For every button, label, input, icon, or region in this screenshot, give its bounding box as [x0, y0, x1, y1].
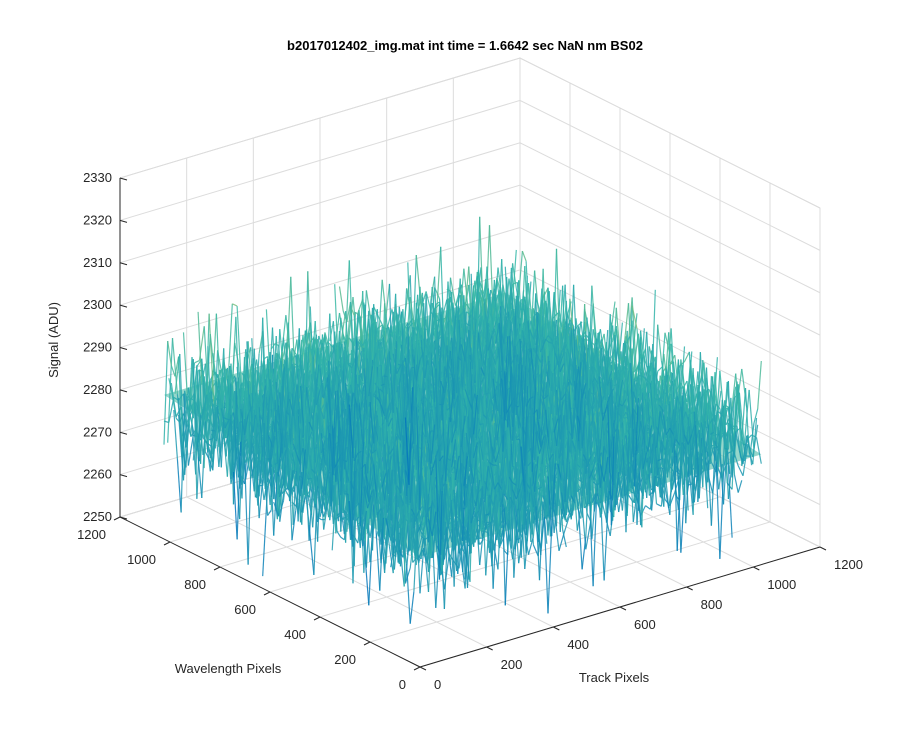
- surface-segment: [273, 501, 280, 517]
- surface-segment: [354, 311, 361, 318]
- surface-segment: [398, 540, 405, 587]
- surface-segment: [683, 351, 690, 362]
- surface-segment: [232, 303, 238, 307]
- surface-segment: [558, 533, 565, 551]
- surface-segment: [167, 338, 174, 443]
- surface-mesh: [163, 216, 762, 624]
- surface-segment: [737, 465, 744, 477]
- grid-line-z: [119, 57, 821, 209]
- surface-segment: [631, 305, 638, 329]
- surface-segment: [645, 505, 651, 510]
- grid-line-z: [119, 184, 821, 336]
- surface-segment: [365, 290, 372, 322]
- surface-segment: [509, 469, 516, 529]
- surface-segment: [194, 360, 200, 364]
- grid-line-z: [119, 226, 821, 378]
- surface-segment: [420, 291, 427, 309]
- grid-line-z: [119, 142, 821, 294]
- surface-segment: [369, 510, 376, 563]
- surface-segment: [308, 524, 315, 576]
- surface-segment: [347, 297, 354, 347]
- surface-segment: [657, 366, 664, 372]
- surface-segment: [258, 461, 265, 500]
- surface-segment: [208, 313, 215, 406]
- surface-segment: [236, 305, 243, 398]
- surface-segment: [408, 327, 415, 340]
- surface-segment: [656, 503, 662, 507]
- surface-segment: [435, 246, 442, 327]
- surface-segment: [449, 277, 456, 306]
- grid-line-z: [119, 99, 821, 251]
- grid-line-z: [119, 269, 821, 421]
- surface-segment: [187, 435, 194, 466]
